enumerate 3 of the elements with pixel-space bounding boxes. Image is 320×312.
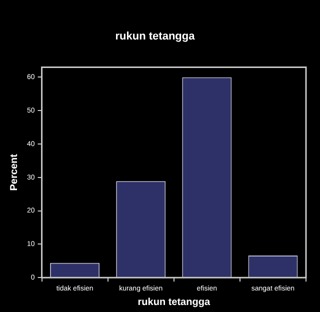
x-axis-title: rukun tetangga [138,296,210,308]
chart-title: rukun tetangga [115,30,196,43]
y-axis-title: Percent [8,153,20,191]
